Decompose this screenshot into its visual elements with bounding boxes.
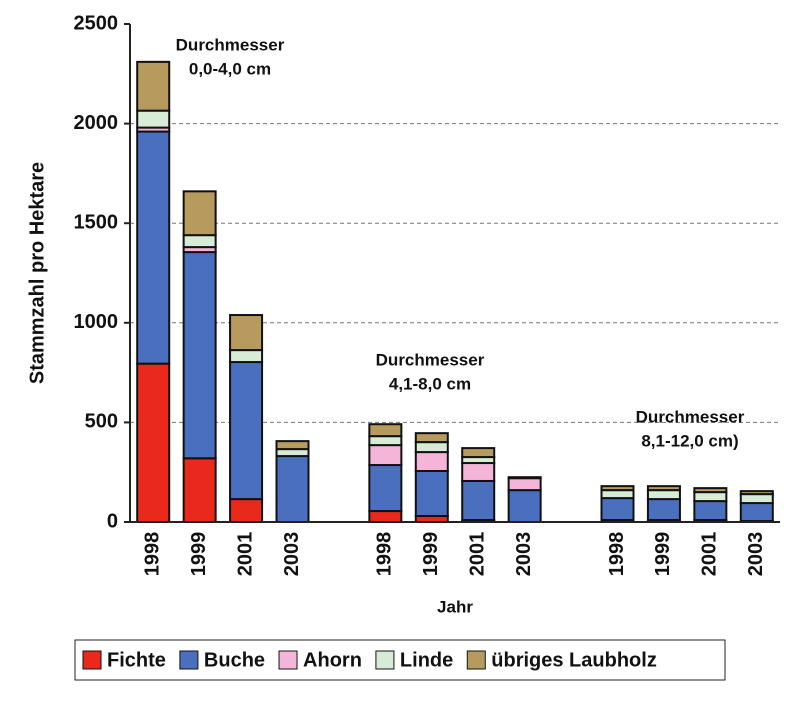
y-axis-label: Stammzahl pro Hektare bbox=[26, 162, 48, 384]
bar-segment bbox=[739, 502, 774, 523]
x-tick-label: 1999 bbox=[420, 532, 442, 577]
bar-segment bbox=[136, 130, 171, 365]
bar-segment bbox=[368, 444, 403, 467]
y-tick-label: 2000 bbox=[74, 112, 119, 134]
x-tick-label: 2003 bbox=[745, 532, 767, 577]
bar-segment bbox=[461, 462, 496, 482]
legend-swatch bbox=[466, 650, 486, 670]
x-tick-label: 2001 bbox=[699, 532, 721, 577]
legend-label: Buche bbox=[204, 649, 265, 671]
x-tick-label: 2003 bbox=[281, 532, 303, 577]
bar-segment bbox=[646, 489, 681, 501]
annotation: Durchmesser bbox=[376, 350, 485, 369]
x-tick-label: 2001 bbox=[466, 532, 488, 577]
bar-segment bbox=[693, 500, 728, 522]
annotation: Durchmesser bbox=[636, 407, 745, 426]
bar-segment bbox=[414, 441, 449, 454]
bar-segment bbox=[275, 455, 310, 523]
bar-segment bbox=[229, 349, 264, 364]
bar-segment bbox=[414, 470, 449, 518]
bar-segment bbox=[136, 362, 171, 523]
y-tick-label: 500 bbox=[85, 411, 118, 433]
legend-swatch bbox=[375, 650, 395, 670]
bar-segment bbox=[507, 489, 542, 523]
bar-segment bbox=[275, 448, 310, 458]
bar-segment bbox=[693, 487, 728, 494]
bar-segment bbox=[646, 485, 681, 492]
y-tick-label: 1000 bbox=[74, 311, 119, 333]
bar-segment bbox=[229, 361, 264, 501]
bar-segment bbox=[693, 491, 728, 503]
x-tick-label: 1998 bbox=[606, 532, 628, 577]
bar-segment bbox=[368, 423, 403, 438]
x-tick-label: 1998 bbox=[141, 532, 163, 577]
bar-segment bbox=[600, 485, 635, 492]
bar-segment bbox=[739, 490, 774, 496]
bar-segment bbox=[275, 440, 310, 451]
x-axis-label: Jahr bbox=[437, 597, 473, 616]
y-tick-label: 2500 bbox=[74, 12, 119, 34]
legend-label: Ahorn bbox=[303, 649, 362, 671]
bar-segment bbox=[461, 479, 496, 522]
x-tick-label: 2003 bbox=[513, 532, 535, 577]
legend-swatch bbox=[278, 650, 298, 670]
x-tick-label: 1999 bbox=[652, 532, 674, 577]
bar-segment bbox=[182, 251, 217, 460]
bar-segment bbox=[414, 451, 449, 473]
bar-segment bbox=[182, 234, 217, 249]
y-tick-label: 1500 bbox=[74, 211, 119, 233]
bar-segment bbox=[461, 447, 496, 459]
legend-label: Fichte bbox=[107, 649, 166, 671]
bar-segment bbox=[136, 109, 171, 129]
bar-segment bbox=[507, 476, 542, 480]
legend-swatch bbox=[82, 650, 102, 670]
bar-segment bbox=[182, 190, 217, 237]
x-tick-label: 1999 bbox=[188, 532, 210, 577]
bar-segment bbox=[646, 498, 681, 522]
bar-segment bbox=[136, 60, 171, 112]
annotation: 8,1-12,0 cm) bbox=[641, 431, 738, 450]
legend-label: übriges Laubholz bbox=[491, 649, 657, 671]
bar-segment bbox=[600, 497, 635, 522]
x-tick-label: 2001 bbox=[234, 532, 256, 577]
legend-swatch bbox=[179, 650, 199, 670]
bar-segment bbox=[182, 457, 217, 524]
bar-segment bbox=[507, 477, 542, 492]
bar-segment bbox=[368, 464, 403, 513]
bar-segment bbox=[414, 432, 449, 444]
annotation: Durchmesser bbox=[176, 35, 285, 54]
annotation: 0,0-4,0 cm bbox=[189, 59, 271, 78]
y-tick-label: 0 bbox=[107, 510, 118, 532]
bar-segment bbox=[600, 489, 635, 500]
bar-segment bbox=[368, 435, 403, 447]
x-tick-label: 1998 bbox=[374, 532, 396, 577]
bar-segment bbox=[368, 510, 403, 524]
legend-label: Linde bbox=[400, 649, 453, 671]
annotation: 4,1-8,0 cm bbox=[389, 374, 471, 393]
bar-segment bbox=[229, 498, 264, 524]
bar-segment bbox=[229, 314, 264, 352]
bar-segment bbox=[739, 493, 774, 505]
